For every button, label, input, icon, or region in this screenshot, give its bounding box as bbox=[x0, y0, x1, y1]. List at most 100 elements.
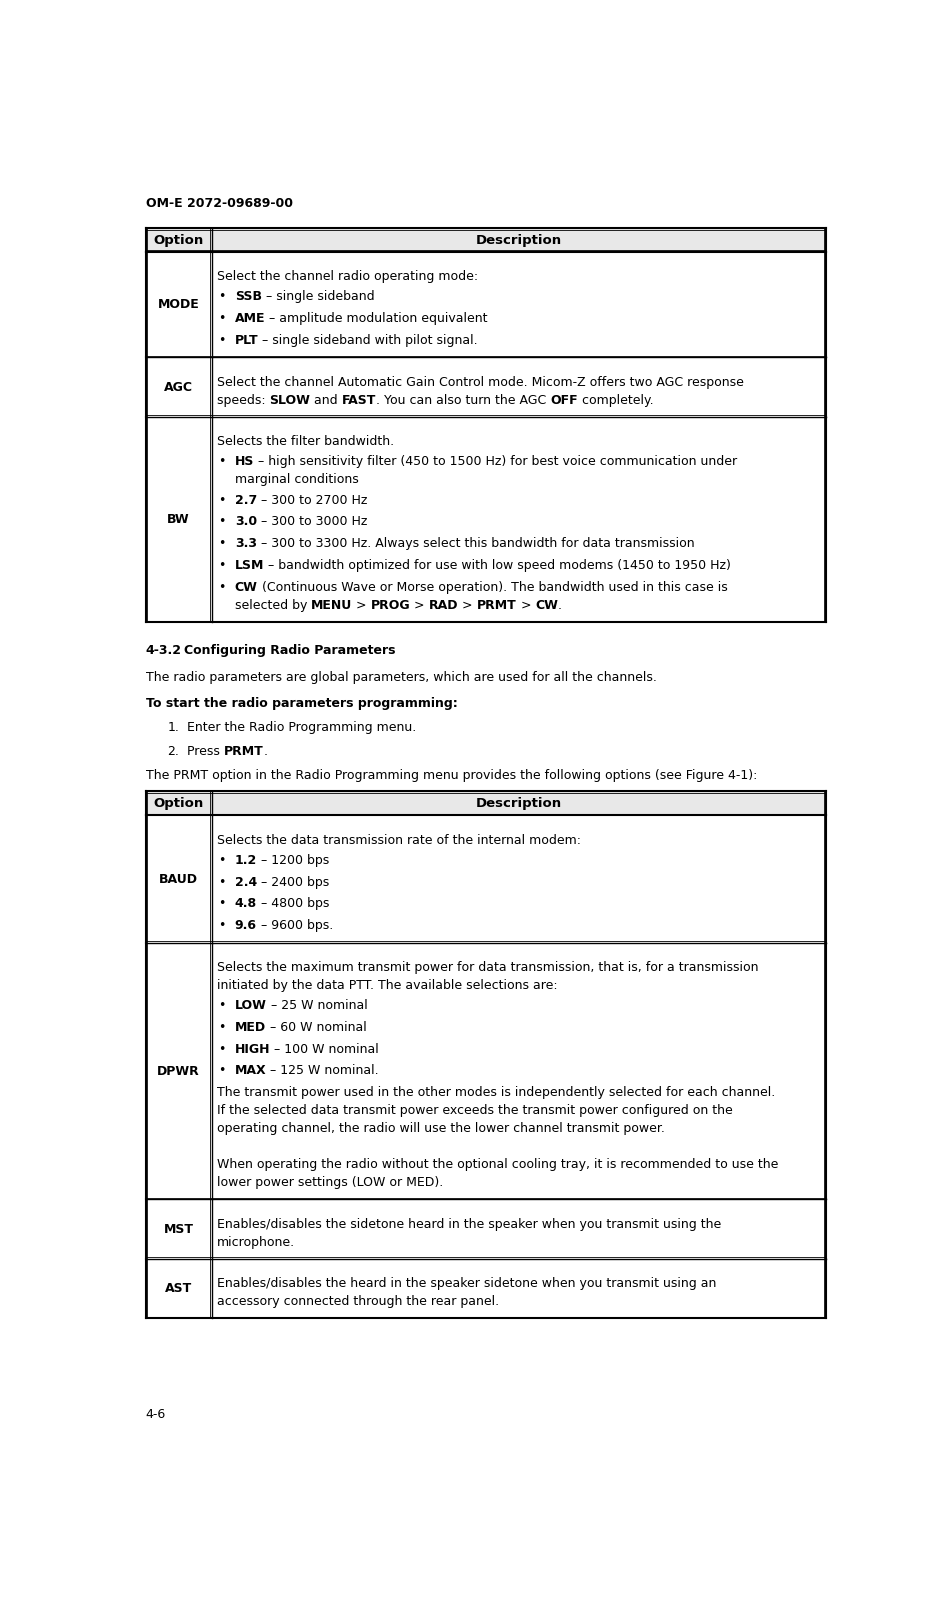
Text: speeds:: speeds: bbox=[217, 393, 269, 406]
Text: – 300 to 3000 Hz: – 300 to 3000 Hz bbox=[257, 516, 367, 529]
Text: – 1200 bps: – 1200 bps bbox=[257, 854, 329, 867]
Bar bbox=[146, 791, 826, 816]
Text: – 125 W nominal.: – 125 W nominal. bbox=[266, 1064, 379, 1077]
Text: AME: AME bbox=[235, 313, 265, 326]
Text: – 4800 bps: – 4800 bps bbox=[257, 898, 329, 911]
Text: (Continuous Wave or Morse operation). The bandwidth used in this case is: (Continuous Wave or Morse operation). Th… bbox=[258, 582, 727, 595]
Text: HIGH: HIGH bbox=[235, 1043, 270, 1056]
Text: HS: HS bbox=[235, 455, 254, 467]
Text: MODE: MODE bbox=[157, 298, 199, 311]
Text: selected by: selected by bbox=[235, 600, 311, 613]
Text: •: • bbox=[218, 854, 226, 867]
Text: – high sensitivity filter (450 to 1500 Hz) for best voice communication under: – high sensitivity filter (450 to 1500 H… bbox=[254, 455, 738, 467]
Text: – 9600 bps.: – 9600 bps. bbox=[257, 919, 333, 932]
Text: Select the channel radio operating mode:: Select the channel radio operating mode: bbox=[217, 271, 478, 284]
Text: marginal conditions: marginal conditions bbox=[235, 472, 358, 485]
Bar bbox=[146, 816, 826, 943]
Text: FAST: FAST bbox=[342, 393, 376, 406]
Text: AGC: AGC bbox=[164, 380, 193, 393]
Text: Selects the filter bandwidth.: Selects the filter bandwidth. bbox=[217, 435, 394, 448]
Text: BW: BW bbox=[167, 513, 190, 526]
Text: 4-6: 4-6 bbox=[146, 1407, 166, 1420]
Text: To start the radio parameters programming:: To start the radio parameters programmin… bbox=[146, 696, 457, 711]
Text: Enter the Radio Programming menu.: Enter the Radio Programming menu. bbox=[188, 721, 417, 733]
Text: •: • bbox=[218, 875, 226, 888]
Text: •: • bbox=[218, 999, 226, 1012]
Text: >: > bbox=[459, 600, 477, 613]
Bar bbox=[146, 1259, 826, 1319]
Text: •: • bbox=[218, 516, 226, 529]
Text: The radio parameters are global parameters, which are used for all the channels.: The radio parameters are global paramete… bbox=[146, 671, 657, 683]
Text: SLOW: SLOW bbox=[269, 393, 310, 406]
Text: Description: Description bbox=[476, 234, 562, 247]
Text: 1.2: 1.2 bbox=[235, 854, 257, 867]
Text: .: . bbox=[264, 745, 268, 758]
Text: Selects the data transmission rate of the internal modem:: Selects the data transmission rate of th… bbox=[217, 833, 581, 846]
Text: MED: MED bbox=[235, 1020, 265, 1033]
Text: MST: MST bbox=[164, 1222, 193, 1235]
Text: OM-E 2072-09689-00: OM-E 2072-09689-00 bbox=[146, 197, 293, 211]
Text: SSB: SSB bbox=[235, 290, 262, 303]
Text: •: • bbox=[218, 919, 226, 932]
Text: Option: Option bbox=[154, 234, 204, 247]
Text: 4-3.2: 4-3.2 bbox=[146, 643, 182, 658]
Text: .: . bbox=[558, 600, 562, 613]
Text: – bandwidth optimized for use with low speed modems (1450 to 1950 Hz): – bandwidth optimized for use with low s… bbox=[264, 559, 731, 572]
Bar bbox=[146, 1199, 826, 1259]
Text: •: • bbox=[218, 898, 226, 911]
Text: operating channel, the radio will use the lower channel transmit power.: operating channel, the radio will use th… bbox=[217, 1122, 665, 1135]
Text: Option: Option bbox=[154, 796, 204, 809]
Text: •: • bbox=[218, 1064, 226, 1077]
Text: PRMT: PRMT bbox=[477, 600, 517, 613]
Text: lower power settings (LOW or MED).: lower power settings (LOW or MED). bbox=[217, 1177, 443, 1190]
Text: •: • bbox=[218, 537, 226, 550]
Text: – single sideband: – single sideband bbox=[262, 290, 374, 303]
Text: RAD: RAD bbox=[429, 600, 459, 613]
Text: •: • bbox=[218, 313, 226, 326]
Text: Description: Description bbox=[476, 796, 562, 809]
Text: Configuring Radio Parameters: Configuring Radio Parameters bbox=[184, 643, 396, 658]
Text: – amplitude modulation equivalent: – amplitude modulation equivalent bbox=[265, 313, 488, 326]
Text: Select the channel Automatic Gain Control mode. Micom-Z offers two AGC response: Select the channel Automatic Gain Contro… bbox=[217, 376, 744, 388]
Text: If the selected data transmit power exceeds the transmit power configured on the: If the selected data transmit power exce… bbox=[217, 1104, 733, 1117]
Text: 2.: 2. bbox=[168, 745, 179, 758]
Text: Enables/disables the heard in the speaker sidetone when you transmit using an: Enables/disables the heard in the speake… bbox=[217, 1277, 717, 1290]
Text: >: > bbox=[353, 600, 371, 613]
Text: – 25 W nominal: – 25 W nominal bbox=[266, 999, 368, 1012]
Text: – 100 W nominal: – 100 W nominal bbox=[270, 1043, 379, 1056]
Text: DPWR: DPWR bbox=[157, 1064, 200, 1077]
Text: When operating the radio without the optional cooling tray, it is recommended to: When operating the radio without the opt… bbox=[217, 1157, 778, 1172]
Text: MAX: MAX bbox=[235, 1064, 266, 1077]
Bar bbox=[146, 251, 826, 358]
Text: The PRMT option in the Radio Programming menu provides the following options (se: The PRMT option in the Radio Programming… bbox=[146, 769, 757, 782]
Text: – 300 to 2700 Hz: – 300 to 2700 Hz bbox=[257, 493, 368, 506]
Text: 3.0: 3.0 bbox=[235, 516, 257, 529]
Text: The transmit power used in the other modes is independently selected for each ch: The transmit power used in the other mod… bbox=[217, 1086, 775, 1099]
Text: •: • bbox=[218, 334, 226, 347]
Text: . You can also turn the AGC: . You can also turn the AGC bbox=[376, 393, 551, 406]
Text: – 2400 bps: – 2400 bps bbox=[257, 875, 329, 888]
Text: •: • bbox=[218, 455, 226, 467]
Text: 2.7: 2.7 bbox=[235, 493, 257, 506]
Text: completely.: completely. bbox=[578, 393, 654, 406]
Text: AST: AST bbox=[165, 1282, 192, 1294]
Text: 2.4: 2.4 bbox=[235, 875, 257, 888]
Text: OFF: OFF bbox=[551, 393, 578, 406]
Text: and: and bbox=[310, 393, 342, 406]
Text: accessory connected through the rear panel.: accessory connected through the rear pan… bbox=[217, 1294, 499, 1307]
Text: 9.6: 9.6 bbox=[235, 919, 257, 932]
Bar bbox=[146, 943, 826, 1199]
Text: – single sideband with pilot signal.: – single sideband with pilot signal. bbox=[259, 334, 478, 347]
Text: Enables/disables the sidetone heard in the speaker when you transmit using the: Enables/disables the sidetone heard in t… bbox=[217, 1217, 721, 1230]
Text: CW: CW bbox=[235, 582, 258, 595]
Text: >: > bbox=[410, 600, 429, 613]
Bar bbox=[146, 418, 826, 622]
Text: LOW: LOW bbox=[235, 999, 266, 1012]
Text: MENU: MENU bbox=[311, 600, 353, 613]
Text: PLT: PLT bbox=[235, 334, 259, 347]
Text: >: > bbox=[517, 600, 536, 613]
Text: initiated by the data PTT. The available selections are:: initiated by the data PTT. The available… bbox=[217, 978, 557, 991]
Text: – 60 W nominal: – 60 W nominal bbox=[265, 1020, 367, 1033]
Text: •: • bbox=[218, 1020, 226, 1033]
Bar bbox=[146, 227, 826, 251]
